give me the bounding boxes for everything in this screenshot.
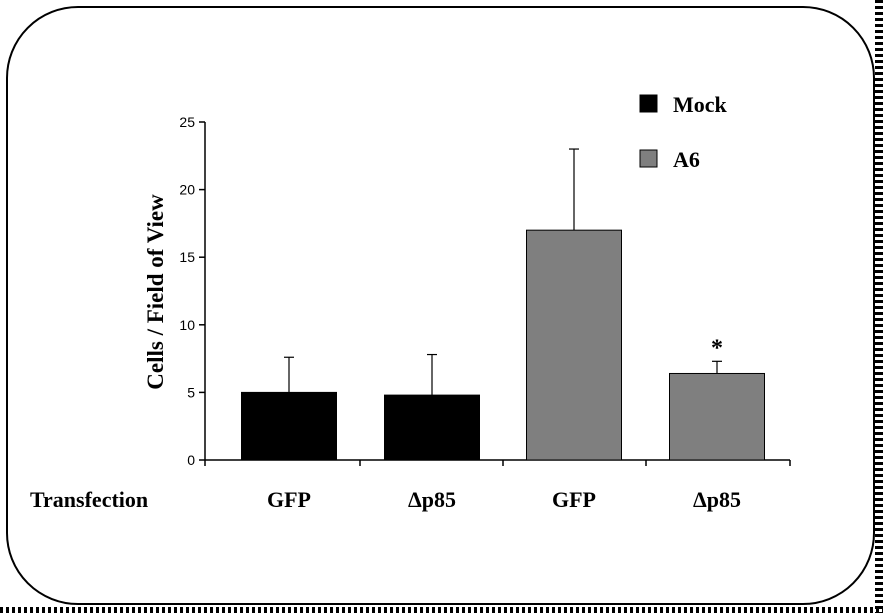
- bottom-border-dots: [0, 607, 883, 613]
- chart-frame: [6, 6, 875, 605]
- y-axis-label: Cells / Field of View: [143, 194, 168, 390]
- category-label-1: Δp85: [408, 487, 456, 512]
- legend-label-1: A6: [673, 147, 700, 172]
- legend-swatch-0: [639, 94, 658, 113]
- bar-3: [669, 372, 765, 461]
- bar-1: [384, 394, 480, 461]
- y-tick-label-5: 5: [187, 384, 195, 400]
- y-tick-label-10: 10: [179, 317, 195, 333]
- bar-0: [241, 391, 337, 461]
- category-label-3: Δp85: [693, 487, 741, 512]
- y-tick-label-15: 15: [179, 249, 195, 265]
- y-tick-label-20: 20: [179, 182, 195, 198]
- error-bars: [284, 148, 722, 396]
- category-labels: GFP Δp85 GFP Δp85: [267, 487, 741, 512]
- bars: [241, 229, 765, 461]
- row-label: Transfection: [30, 487, 148, 512]
- annotations: *: [711, 335, 723, 361]
- legend: Mock A6: [639, 92, 728, 172]
- y-tick-label-25: 25: [179, 114, 195, 130]
- annotation-0: *: [711, 335, 723, 361]
- y-tick-label-0: 0: [187, 452, 195, 468]
- legend-swatch-1: [639, 149, 658, 168]
- category-label-0: GFP: [267, 487, 311, 512]
- right-border-dots: [875, 0, 883, 613]
- legend-label-0: Mock: [673, 92, 728, 117]
- bar-2: [526, 229, 622, 461]
- category-label-2: GFP: [552, 487, 596, 512]
- y-ticks: 0 5 10 15 20 25: [179, 114, 205, 468]
